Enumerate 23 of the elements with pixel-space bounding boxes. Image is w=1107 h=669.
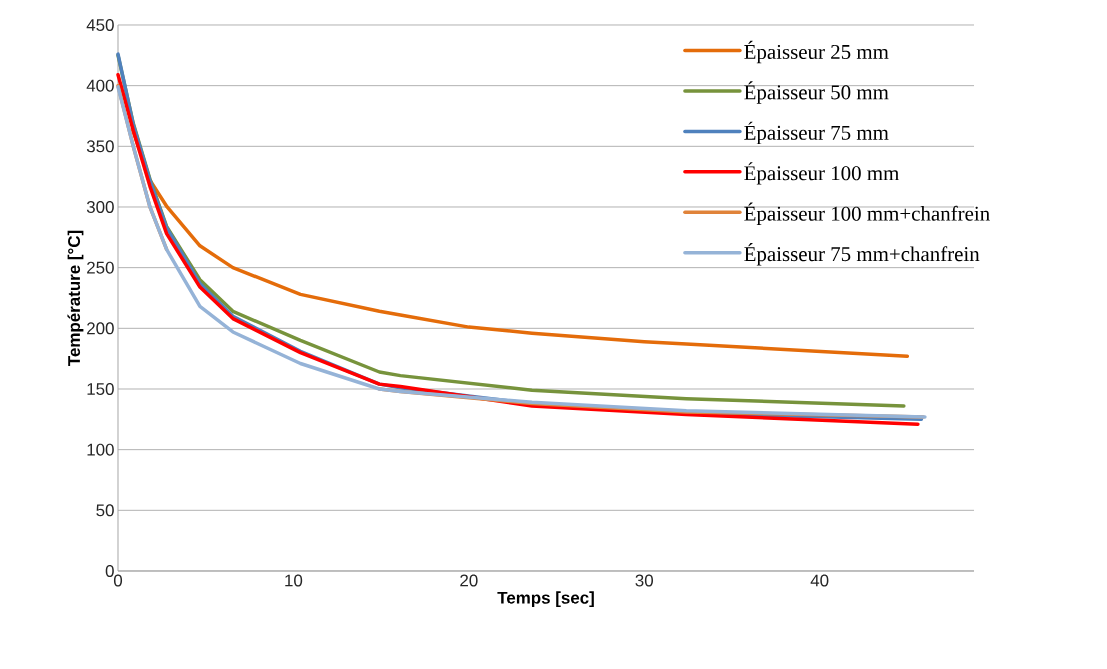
x-tick-label: 30 xyxy=(635,574,654,587)
legend-label: Épaisseur 50 mm xyxy=(744,81,889,104)
y-tick-label: 50 xyxy=(96,504,114,517)
y-tick-label: 400 xyxy=(86,79,114,92)
y-tick-label: 100 xyxy=(87,443,114,456)
legend-label: Épaisseur 75 mm xyxy=(744,121,889,145)
y-tick-label: 250 xyxy=(87,261,114,274)
x-axis-title: Temps [sec] xyxy=(497,591,594,608)
y-axis-title: Température [°C] xyxy=(67,230,84,366)
x-tick-label: 0 xyxy=(113,574,123,587)
y-tick-label: 300 xyxy=(86,200,114,213)
x-tick-label: 20 xyxy=(460,574,478,587)
x-tick-label: 10 xyxy=(285,574,303,587)
legend-label: Épaisseur 100 mm xyxy=(744,162,900,185)
x-tick-label: 40 xyxy=(810,574,829,587)
legend-label: Épaisseur 75 mm+chanfrein xyxy=(744,243,980,266)
y-tick-label: 0 xyxy=(105,564,114,577)
y-tick-label: 450 xyxy=(86,18,114,31)
legend-label: Épaisseur 25 mm xyxy=(744,40,889,64)
y-tick-label: 350 xyxy=(86,140,114,153)
y-tick-label: 150 xyxy=(87,382,114,395)
legend-label: Épaisseur 100 mm+chanfrein xyxy=(744,202,990,225)
y-tick-label: 200 xyxy=(87,322,114,335)
